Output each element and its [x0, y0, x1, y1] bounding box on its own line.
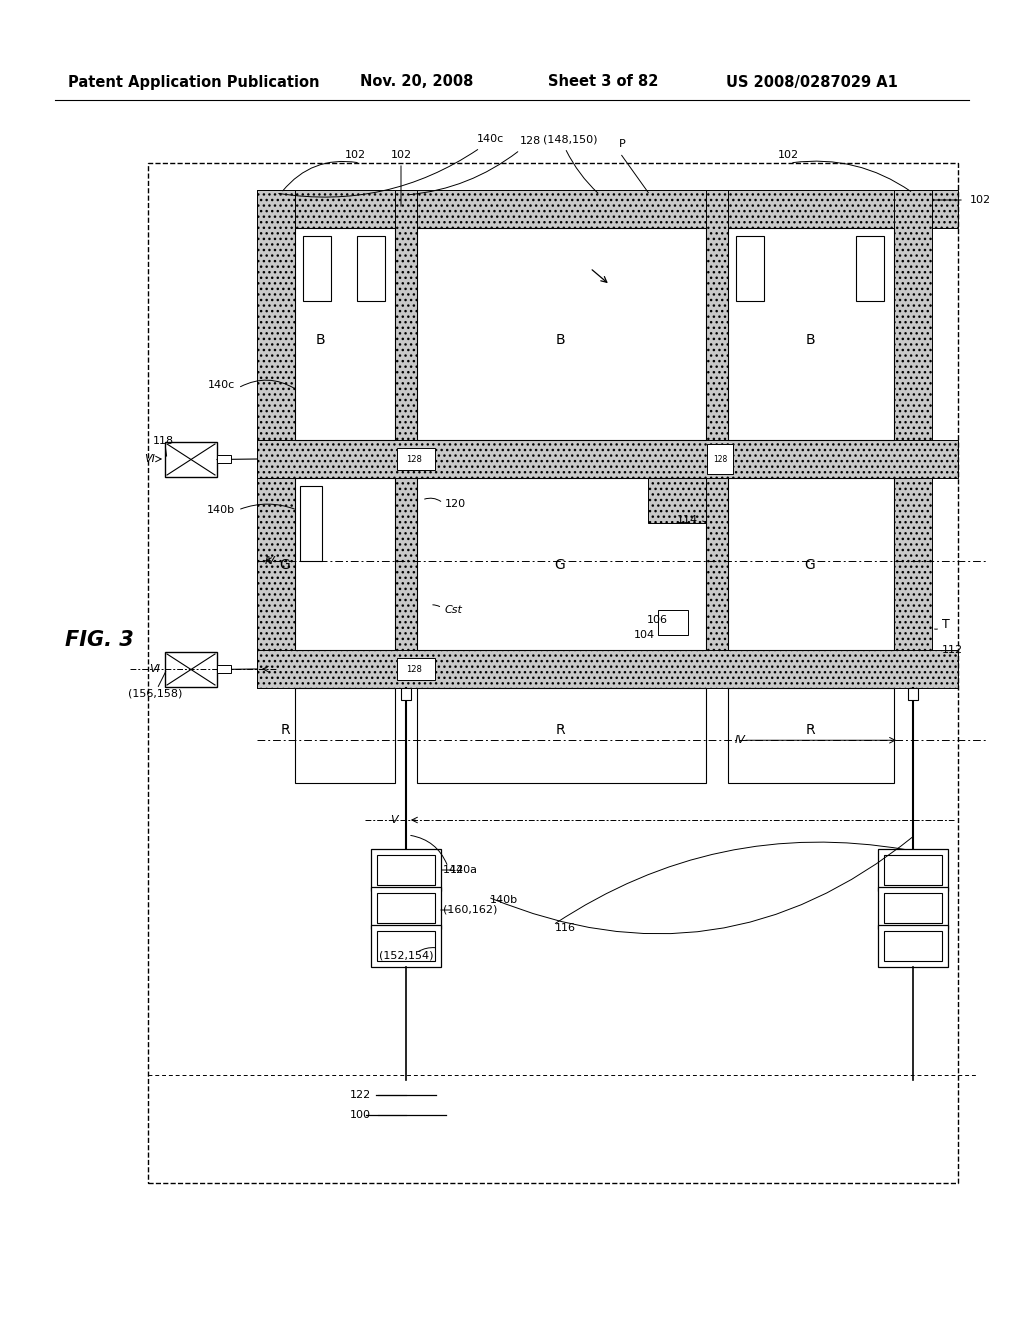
Text: VI: VI: [150, 664, 161, 675]
Bar: [257, 440, 958, 478]
Text: 128: 128: [407, 454, 422, 463]
Text: 120: 120: [445, 499, 466, 510]
Bar: [878, 887, 948, 929]
Bar: [377, 931, 435, 961]
Bar: [395, 190, 417, 688]
Bar: [300, 486, 322, 561]
Bar: [908, 688, 918, 700]
Text: VI: VI: [144, 454, 155, 465]
Text: 104: 104: [634, 630, 655, 640]
Bar: [417, 478, 706, 649]
Text: B: B: [555, 333, 565, 347]
Bar: [295, 228, 395, 440]
Text: 140b: 140b: [207, 506, 234, 515]
Text: FIG. 3: FIG. 3: [65, 630, 134, 649]
Bar: [217, 455, 231, 463]
Bar: [878, 925, 948, 968]
Bar: [856, 236, 884, 301]
Bar: [884, 855, 942, 884]
Text: 142: 142: [443, 865, 464, 875]
Text: R: R: [555, 723, 565, 737]
Bar: [878, 849, 948, 891]
Text: G: G: [555, 558, 565, 572]
Bar: [165, 442, 217, 477]
Text: R: R: [281, 723, 290, 737]
Text: 140c: 140c: [476, 135, 504, 144]
Bar: [303, 236, 331, 301]
Text: Sheet 3 of 82: Sheet 3 of 82: [548, 74, 658, 90]
Text: 140b: 140b: [490, 895, 518, 906]
Bar: [648, 478, 706, 523]
Bar: [165, 652, 217, 686]
Bar: [401, 688, 411, 700]
Text: 118: 118: [153, 436, 173, 446]
Bar: [148, 162, 958, 1183]
Bar: [397, 447, 435, 470]
Text: 112: 112: [942, 645, 964, 655]
Text: 140c: 140c: [208, 380, 234, 389]
Bar: [257, 190, 295, 688]
Text: G: G: [805, 558, 815, 572]
Text: B: B: [805, 333, 815, 347]
Text: 102: 102: [390, 150, 412, 160]
Bar: [371, 849, 441, 891]
Text: 140a: 140a: [450, 865, 478, 875]
Text: G: G: [280, 558, 291, 572]
Bar: [417, 228, 706, 440]
Bar: [417, 688, 706, 783]
Text: V: V: [390, 814, 397, 825]
Bar: [295, 478, 395, 649]
Bar: [377, 855, 435, 884]
Bar: [728, 478, 894, 649]
Bar: [736, 236, 764, 301]
Bar: [257, 190, 958, 228]
Bar: [658, 610, 688, 635]
Bar: [884, 931, 942, 961]
Text: 116: 116: [555, 923, 575, 933]
Bar: [371, 925, 441, 968]
Text: B: B: [315, 333, 325, 347]
Text: 106: 106: [647, 615, 668, 624]
Bar: [377, 894, 435, 923]
Text: R: R: [805, 723, 815, 737]
Bar: [894, 190, 932, 688]
Text: (156,158): (156,158): [128, 689, 182, 700]
Text: 128: 128: [713, 454, 727, 463]
Text: 128: 128: [407, 664, 422, 673]
Bar: [357, 236, 385, 301]
Text: Cst: Cst: [445, 605, 463, 615]
Bar: [257, 649, 958, 688]
Bar: [397, 657, 435, 680]
Text: US 2008/0287029 A1: US 2008/0287029 A1: [726, 74, 898, 90]
Text: 102: 102: [344, 150, 366, 160]
Bar: [295, 688, 395, 783]
Bar: [707, 444, 733, 474]
Text: 102: 102: [777, 150, 799, 160]
Bar: [728, 228, 894, 440]
Bar: [371, 887, 441, 929]
Text: (148,150): (148,150): [543, 135, 597, 144]
Bar: [706, 190, 728, 688]
Text: 102: 102: [970, 195, 991, 205]
Text: 122: 122: [350, 1090, 371, 1100]
Text: 128: 128: [519, 136, 541, 147]
Text: (152,154): (152,154): [379, 950, 433, 960]
Text: Nov. 20, 2008: Nov. 20, 2008: [360, 74, 473, 90]
Text: IV: IV: [734, 735, 745, 746]
Text: 114: 114: [677, 515, 698, 525]
Text: P: P: [618, 139, 626, 149]
Bar: [217, 665, 231, 673]
Text: Patent Application Publication: Patent Application Publication: [68, 74, 319, 90]
Text: T: T: [942, 619, 949, 631]
Text: IV: IV: [264, 556, 275, 565]
Bar: [728, 688, 894, 783]
Text: (160,162): (160,162): [443, 906, 498, 915]
Text: 100: 100: [350, 1110, 371, 1119]
Bar: [884, 894, 942, 923]
